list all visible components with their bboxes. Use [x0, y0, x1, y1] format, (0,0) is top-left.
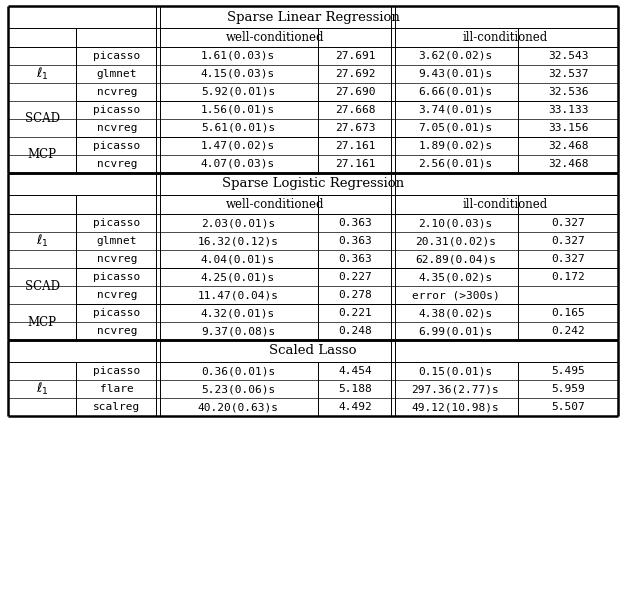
Text: 16.32(0.12)s: 16.32(0.12)s	[197, 236, 279, 246]
Text: 32.536: 32.536	[548, 87, 588, 97]
Text: ncvreg: ncvreg	[97, 87, 137, 97]
Text: 3.74(0.01)s: 3.74(0.01)s	[418, 105, 493, 115]
Text: ncvreg: ncvreg	[97, 326, 137, 336]
Text: 2.03(0.01)s: 2.03(0.01)s	[201, 218, 275, 228]
Text: Scaled Lasso: Scaled Lasso	[269, 344, 357, 358]
Text: 0.327: 0.327	[551, 218, 585, 228]
Text: 4.15(0.03)s: 4.15(0.03)s	[201, 69, 275, 79]
Text: picasso: picasso	[93, 218, 141, 228]
Text: 49.12(10.98)s: 49.12(10.98)s	[412, 402, 500, 412]
Text: 0.227: 0.227	[339, 272, 372, 282]
Text: 0.363: 0.363	[339, 236, 372, 246]
Text: ill-conditioned: ill-conditioned	[463, 198, 548, 211]
Text: Sparse Linear Regression: Sparse Linear Regression	[227, 11, 399, 23]
Text: glmnet: glmnet	[97, 236, 137, 246]
Text: 4.492: 4.492	[339, 402, 372, 412]
Text: 32.468: 32.468	[548, 159, 588, 169]
Text: 2.10(0.03)s: 2.10(0.03)s	[418, 218, 493, 228]
Text: ncvreg: ncvreg	[97, 159, 137, 169]
Text: 0.278: 0.278	[339, 290, 372, 300]
Text: picasso: picasso	[93, 141, 141, 151]
Text: flare: flare	[100, 384, 134, 394]
Text: 33.156: 33.156	[548, 123, 588, 133]
Text: 40.20(0.63)s: 40.20(0.63)s	[197, 402, 279, 412]
Text: SCAD: SCAD	[24, 280, 59, 293]
Text: $\ell_1$: $\ell_1$	[36, 233, 48, 249]
Text: 20.31(0.02)s: 20.31(0.02)s	[415, 236, 496, 246]
Text: 6.66(0.01)s: 6.66(0.01)s	[418, 87, 493, 97]
Text: 5.495: 5.495	[551, 366, 585, 376]
Text: 1.56(0.01)s: 1.56(0.01)s	[201, 105, 275, 115]
Text: 32.537: 32.537	[548, 69, 588, 79]
Text: picasso: picasso	[93, 51, 141, 61]
Text: $\ell_1$: $\ell_1$	[36, 381, 48, 397]
Text: 4.07(0.03)s: 4.07(0.03)s	[201, 159, 275, 169]
Text: 33.133: 33.133	[548, 105, 588, 115]
Text: well-conditioned: well-conditioned	[226, 31, 325, 44]
Text: 5.61(0.01)s: 5.61(0.01)s	[201, 123, 275, 133]
Text: 5.92(0.01)s: 5.92(0.01)s	[201, 87, 275, 97]
Text: picasso: picasso	[93, 272, 141, 282]
Text: 4.454: 4.454	[339, 366, 372, 376]
Text: picasso: picasso	[93, 105, 141, 115]
Text: 27.692: 27.692	[336, 69, 376, 79]
Text: 27.673: 27.673	[336, 123, 376, 133]
Text: 0.15(0.01)s: 0.15(0.01)s	[418, 366, 493, 376]
Text: Sparse Logistic Regression: Sparse Logistic Regression	[222, 178, 404, 191]
Text: 0.363: 0.363	[339, 218, 372, 228]
Text: 0.221: 0.221	[339, 308, 372, 318]
Text: 5.507: 5.507	[551, 402, 585, 412]
Text: well-conditioned: well-conditioned	[226, 198, 325, 211]
Text: 1.47(0.02)s: 1.47(0.02)s	[201, 141, 275, 151]
Text: ncvreg: ncvreg	[97, 123, 137, 133]
Text: 27.690: 27.690	[336, 87, 376, 97]
Text: 3.62(0.02)s: 3.62(0.02)s	[418, 51, 493, 61]
Text: 0.327: 0.327	[551, 254, 585, 264]
Text: error (>300s): error (>300s)	[412, 290, 500, 300]
Text: 1.61(0.03)s: 1.61(0.03)s	[201, 51, 275, 61]
Text: 27.161: 27.161	[336, 159, 376, 169]
Text: 4.35(0.02)s: 4.35(0.02)s	[418, 272, 493, 282]
Text: 7.05(0.01)s: 7.05(0.01)s	[418, 123, 493, 133]
Text: 27.668: 27.668	[336, 105, 376, 115]
Text: 5.188: 5.188	[339, 384, 372, 394]
Text: 0.165: 0.165	[551, 308, 585, 318]
Text: 1.89(0.02)s: 1.89(0.02)s	[418, 141, 493, 151]
Text: 4.04(0.01)s: 4.04(0.01)s	[201, 254, 275, 264]
Text: 62.89(0.04)s: 62.89(0.04)s	[415, 254, 496, 264]
Text: ncvreg: ncvreg	[97, 290, 137, 300]
Text: 0.248: 0.248	[339, 326, 372, 336]
Text: 5.23(0.06)s: 5.23(0.06)s	[201, 384, 275, 394]
Text: glmnet: glmnet	[97, 69, 137, 79]
Text: 27.161: 27.161	[336, 141, 376, 151]
Text: 5.959: 5.959	[551, 384, 585, 394]
Text: 32.543: 32.543	[548, 51, 588, 61]
Text: 0.242: 0.242	[551, 326, 585, 336]
Text: ncvreg: ncvreg	[97, 254, 137, 264]
Text: MCP: MCP	[28, 315, 56, 328]
Text: 32.468: 32.468	[548, 141, 588, 151]
Text: 0.36(0.01)s: 0.36(0.01)s	[201, 366, 275, 376]
Text: 4.32(0.01)s: 4.32(0.01)s	[201, 308, 275, 318]
Text: picasso: picasso	[93, 308, 141, 318]
Text: $\ell_1$: $\ell_1$	[36, 66, 48, 82]
Text: 6.99(0.01)s: 6.99(0.01)s	[418, 326, 493, 336]
Text: 9.37(0.08)s: 9.37(0.08)s	[201, 326, 275, 336]
Text: 11.47(0.04)s: 11.47(0.04)s	[197, 290, 279, 300]
Text: picasso: picasso	[93, 366, 141, 376]
Text: 4.25(0.01)s: 4.25(0.01)s	[201, 272, 275, 282]
Text: 2.56(0.01)s: 2.56(0.01)s	[418, 159, 493, 169]
Text: 9.43(0.01)s: 9.43(0.01)s	[418, 69, 493, 79]
Text: MCP: MCP	[28, 148, 56, 162]
Text: 0.363: 0.363	[339, 254, 372, 264]
Text: 297.36(2.77)s: 297.36(2.77)s	[412, 384, 500, 394]
Text: ill-conditioned: ill-conditioned	[463, 31, 548, 44]
Text: 0.172: 0.172	[551, 272, 585, 282]
Text: scalreg: scalreg	[93, 402, 141, 412]
Text: 4.38(0.02)s: 4.38(0.02)s	[418, 308, 493, 318]
Text: 27.691: 27.691	[336, 51, 376, 61]
Text: 0.327: 0.327	[551, 236, 585, 246]
Text: SCAD: SCAD	[24, 113, 59, 126]
